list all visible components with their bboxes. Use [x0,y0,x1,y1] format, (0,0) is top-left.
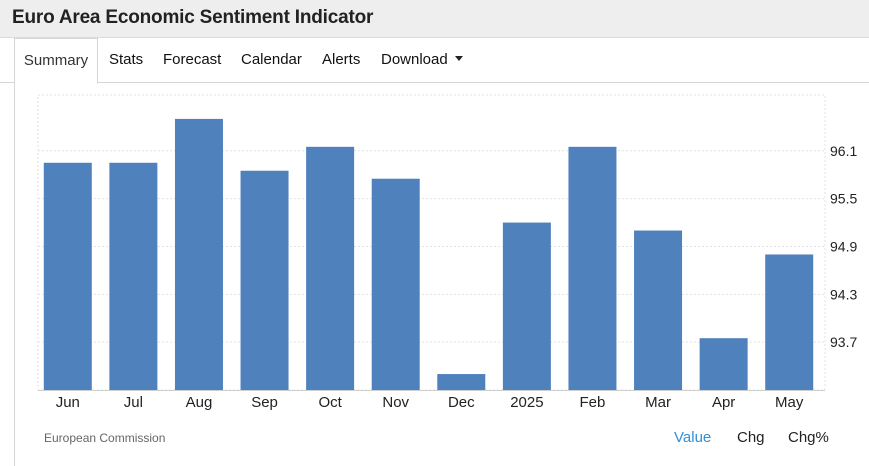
x-tick-label: May [775,394,804,411]
bar [699,338,748,390]
bar [634,230,683,390]
y-tick-label: 94.3 [830,286,857,302]
bar [109,162,158,390]
x-tick-label: 2025 [510,394,543,411]
x-tick-label: Jul [124,394,143,411]
tab-summary[interactable]: Summary [14,38,98,84]
title-bar: Euro Area Economic Sentiment Indicator [0,0,869,38]
y-tick-label: 94.9 [830,238,857,254]
bar [174,118,223,391]
y-tick-label: 95.5 [830,191,857,207]
page-title: Euro Area Economic Sentiment Indicator [12,7,374,28]
bar [43,162,92,390]
bar [568,146,617,390]
x-tick-label: Sep [251,394,278,411]
toggle-chg[interactable]: Chg [737,429,765,446]
tab-calendar[interactable]: Calendar [241,51,302,68]
y-tick-label: 96.1 [830,143,857,159]
tab-bar: Summary Stats Forecast Calendar Alerts D… [0,38,869,84]
x-tick-label: Apr [712,394,735,411]
x-tick-label: Oct [318,394,342,411]
tab-alerts[interactable]: Alerts [322,51,361,68]
x-tick-label: Jun [56,394,80,411]
x-tick-label: Dec [448,394,475,411]
plot-area [37,94,826,391]
x-tick-label: Feb [580,394,606,411]
tab-stats[interactable]: Stats [109,51,144,68]
bar [437,374,486,390]
bar [371,178,420,390]
bar [502,222,551,390]
y-tick-label: 93.7 [830,334,857,350]
tab-forecast[interactable]: Forecast [163,51,222,68]
chart-panel [14,82,869,466]
bar [240,170,289,390]
x-tick-label: Mar [645,394,671,411]
toggle-chg-pct[interactable]: Chg% [788,429,829,446]
bar [306,146,355,390]
tab-download[interactable]: Download [381,38,463,83]
x-tick-label: Nov [382,394,409,411]
bar [765,254,814,390]
source-label: European Commission [44,431,166,445]
caret-down-icon [454,55,463,61]
x-tick-label: Aug [186,394,213,411]
tab-download-label: Download [381,51,448,68]
toggle-value[interactable]: Value [674,429,712,446]
